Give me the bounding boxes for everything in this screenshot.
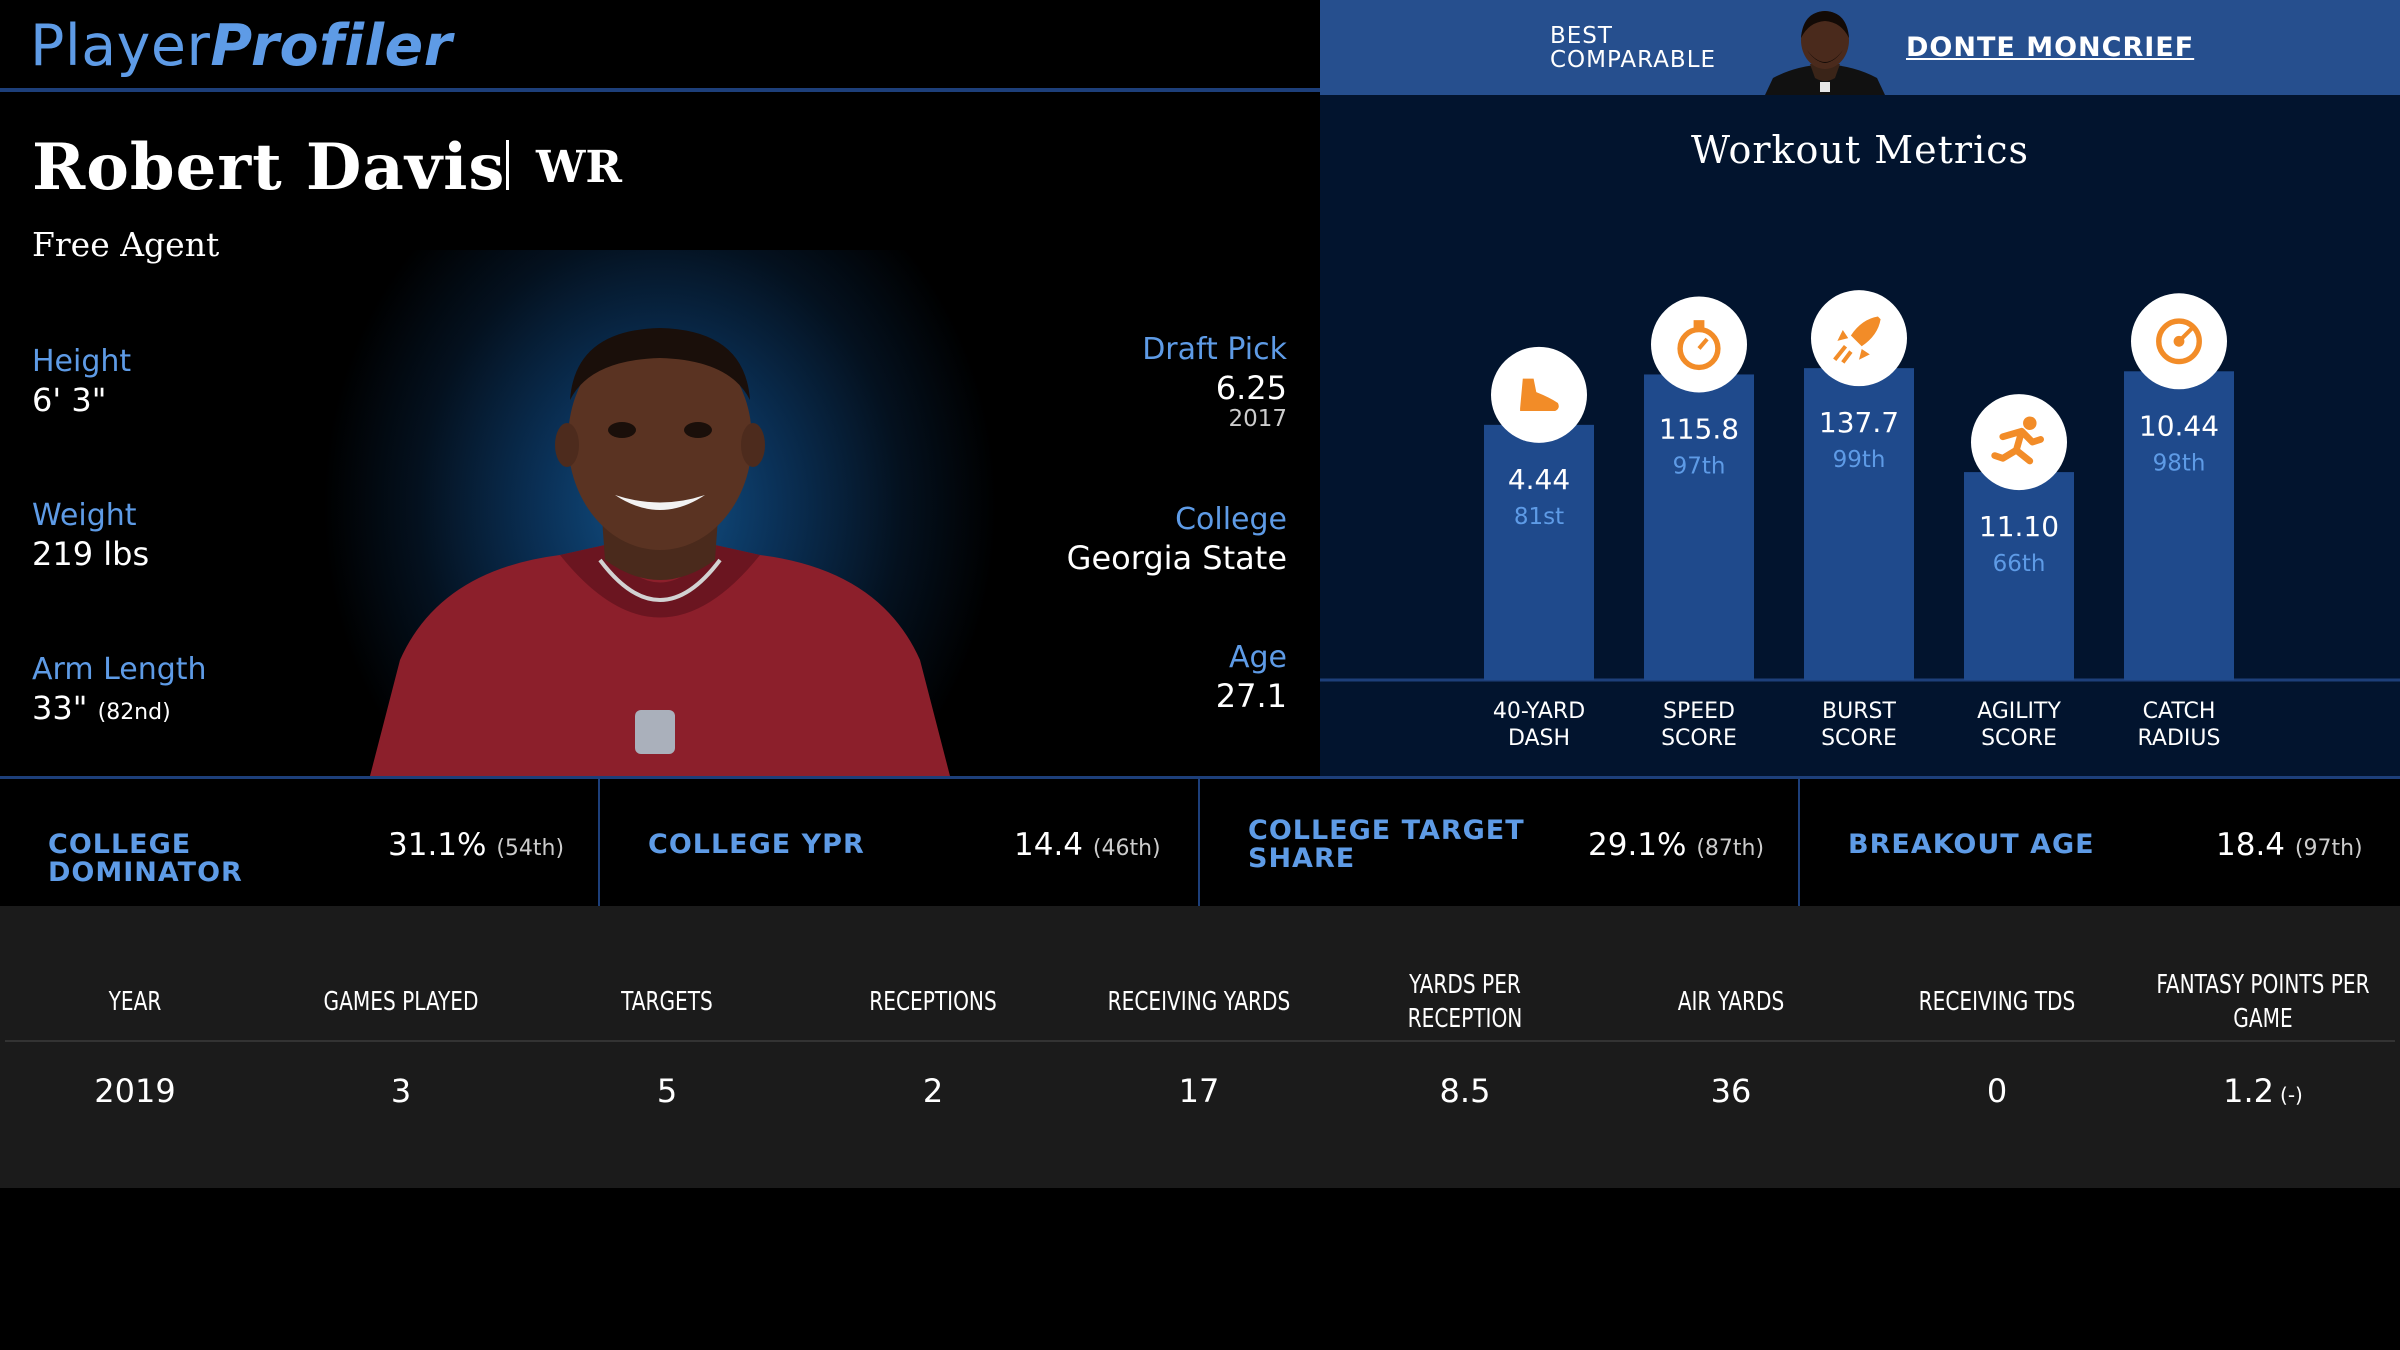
stopwatch-icon (1677, 320, 1721, 371)
weight-value: 219 lbs (32, 535, 150, 573)
cell-receiving-yards: 17 (1178, 1072, 1220, 1110)
height-label: Height (32, 344, 132, 379)
shoe-icon (1520, 378, 1559, 412)
college-ypr-value: 14.4 (46th) (1014, 827, 1161, 863)
cell-fantasy-points-per-game: 1.2 (-) (2223, 1072, 2303, 1110)
col-header-air-yards[interactable]: AIR YARDS (1677, 987, 1785, 1017)
player-photo (360, 320, 960, 776)
player-name: Robert Davis (32, 130, 506, 205)
stats-table: YEAR GAMES PLAYED TARGETS RECEPTIONS REC… (0, 906, 2400, 1188)
best-comparable-label: BEST COMPARABLE (1550, 23, 1717, 73)
metric-label-0: 40-YARD (1493, 699, 1585, 724)
col-header-yards-per-reception[interactable]: YARDS PER RECEPTION (1407, 970, 1523, 1034)
college-dominator-value: 31.1% (54th) (388, 827, 565, 863)
col-header-receptions[interactable]: RECEPTIONS (869, 987, 997, 1017)
player-team: Free Agent (32, 225, 220, 264)
col-header-targets[interactable]: TARGETS (621, 987, 713, 1017)
college-ypr-label: COLLEGE YPR (648, 829, 865, 860)
college-dominator-label: COLLEGE DOMINATOR (48, 829, 243, 888)
metric-label-1: SPEED (1663, 699, 1735, 724)
best-comparable-bar: BEST COMPARABLE DONTE MONCRIEF (1320, 0, 2400, 95)
name-divider (506, 140, 509, 190)
metric-value-4: 10.44 (2139, 409, 2219, 442)
workout-metrics-panel: Workout Metrics 4.44 81st 40-YARD DASH 115.8… (1320, 95, 2400, 776)
metric-percentile-1: 97th (1673, 453, 1726, 479)
col-header-games-played[interactable]: GAMES PLAYED (323, 987, 479, 1017)
stats-header-row: YEAR GAMES PLAYED TARGETS RECEPTIONS REC… (0, 956, 2400, 1048)
metric-label-3: AGILITY (1977, 699, 2061, 724)
col-header-receiving-yards[interactable]: RECEIVING YARDS (1107, 987, 1291, 1017)
metric-percentile-4: 98th (2153, 450, 2206, 476)
player-position: WR (536, 142, 622, 193)
rocket-icon (1833, 316, 1881, 364)
draft-year: 2017 (1228, 406, 1287, 432)
college-metrics-strip: COLLEGE DOMINATOR 31.1% (54th) COLLEGE Y… (0, 776, 2400, 906)
metric-label-line2-4: RADIUS (2138, 726, 2221, 751)
cell-year: 2019 (94, 1072, 176, 1110)
breakout-age-label: BREAKOUT AGE (1848, 829, 2095, 860)
table-row: 2019 3 5 2 17 8.5 36 0 1.2 (-) (0, 1056, 2400, 1126)
cell-games-played: 3 (390, 1072, 412, 1110)
cell-air-yards: 36 (1710, 1072, 1752, 1110)
college-target-share-value: 29.1% (87th) (1588, 827, 1765, 863)
metric-label-4: CATCH (2143, 699, 2216, 724)
college-ypr-cell: COLLEGE YPR 14.4 (46th) (600, 779, 1200, 906)
metric-bar-0 (1484, 424, 1594, 680)
college-target-share-label: COLLEGE TARGET SHARE (1248, 815, 1525, 874)
arm-length-value: 33" (82nd) (32, 689, 171, 727)
metric-label-line2-3: SCORE (1981, 726, 2057, 751)
table-divider (5, 1040, 2395, 1042)
col-header-year[interactable]: YEAR (108, 987, 162, 1017)
cell-targets: 5 (656, 1072, 678, 1110)
college-target-share-cell: COLLEGE TARGET SHARE 29.1% (87th) (1200, 779, 1800, 906)
breakout-age-value: 18.4 (97th) (2216, 827, 2363, 863)
college-dominator-cell: COLLEGE DOMINATOR 31.1% (54th) (0, 779, 600, 906)
player-profiler-logo[interactable]: PlayerProfiler (30, 13, 453, 79)
metric-icon-badge-1 (1651, 296, 1747, 393)
metric-label-2: BURST (1822, 699, 1896, 724)
comparable-player-photo (1765, 8, 1885, 95)
metric-bar-2 (1804, 368, 1914, 680)
target-icon (2156, 318, 2202, 365)
workout-metrics-title: Workout Metrics (1690, 128, 2030, 172)
metric-bar-4 (2124, 371, 2234, 680)
metric-value-0: 4.44 (1508, 463, 1570, 496)
arm-length-percentile: (82nd) (97, 700, 171, 725)
cell-receptions: 2 (922, 1072, 944, 1110)
arm-length-label: Arm Length (32, 652, 207, 687)
col-header-fantasy-points-per-game[interactable]: FANTASY POINTS PER GAME (2156, 970, 2370, 1034)
workout-metrics-chart: 4.4481st40-YARDDASH115.897thSPEEDSCORE13… (1320, 290, 2400, 751)
weight-label: Weight (32, 498, 137, 533)
header-bar: PlayerProfiler (0, 0, 1320, 92)
age-value: 27.1 (1215, 677, 1287, 715)
metric-value-3: 11.10 (1979, 510, 2059, 543)
best-comparable-link[interactable]: DONTE MONCRIEF (1906, 32, 2195, 63)
player-card: PlayerProfiler Robert Davis WR Free Agen… (0, 0, 1320, 776)
college-value: Georgia State (1066, 539, 1287, 577)
metric-value-1: 115.8 (1659, 412, 1739, 445)
metric-bar-1 (1644, 374, 1754, 680)
metric-percentile-0: 81st (1514, 504, 1564, 530)
cell-yards-per-reception: 8.5 (1439, 1072, 1491, 1110)
metric-bar-3 (1964, 472, 2074, 680)
college-label: College (1175, 502, 1287, 537)
breakout-age-cell: BREAKOUT AGE 18.4 (97th) (1800, 779, 2400, 906)
metric-label-line2-1: SCORE (1661, 726, 1737, 751)
cell-receiving-tds: 0 (1986, 1072, 2008, 1110)
height-value: 6' 3" (32, 381, 107, 419)
draft-pick-value: 6.25 (1215, 369, 1287, 407)
col-header-receiving-tds[interactable]: RECEIVING TDS (1918, 987, 2076, 1017)
runner-icon (1991, 416, 2044, 465)
metric-value-2: 137.7 (1819, 406, 1899, 439)
draft-pick-label: Draft Pick (1142, 332, 1287, 367)
metric-label-line2-2: SCORE (1821, 726, 1897, 751)
metric-label-line2-0: DASH (1508, 726, 1570, 751)
metric-percentile-2: 99th (1833, 447, 1886, 473)
metric-percentile-3: 66th (1993, 551, 2046, 577)
age-label: Age (1228, 640, 1287, 675)
